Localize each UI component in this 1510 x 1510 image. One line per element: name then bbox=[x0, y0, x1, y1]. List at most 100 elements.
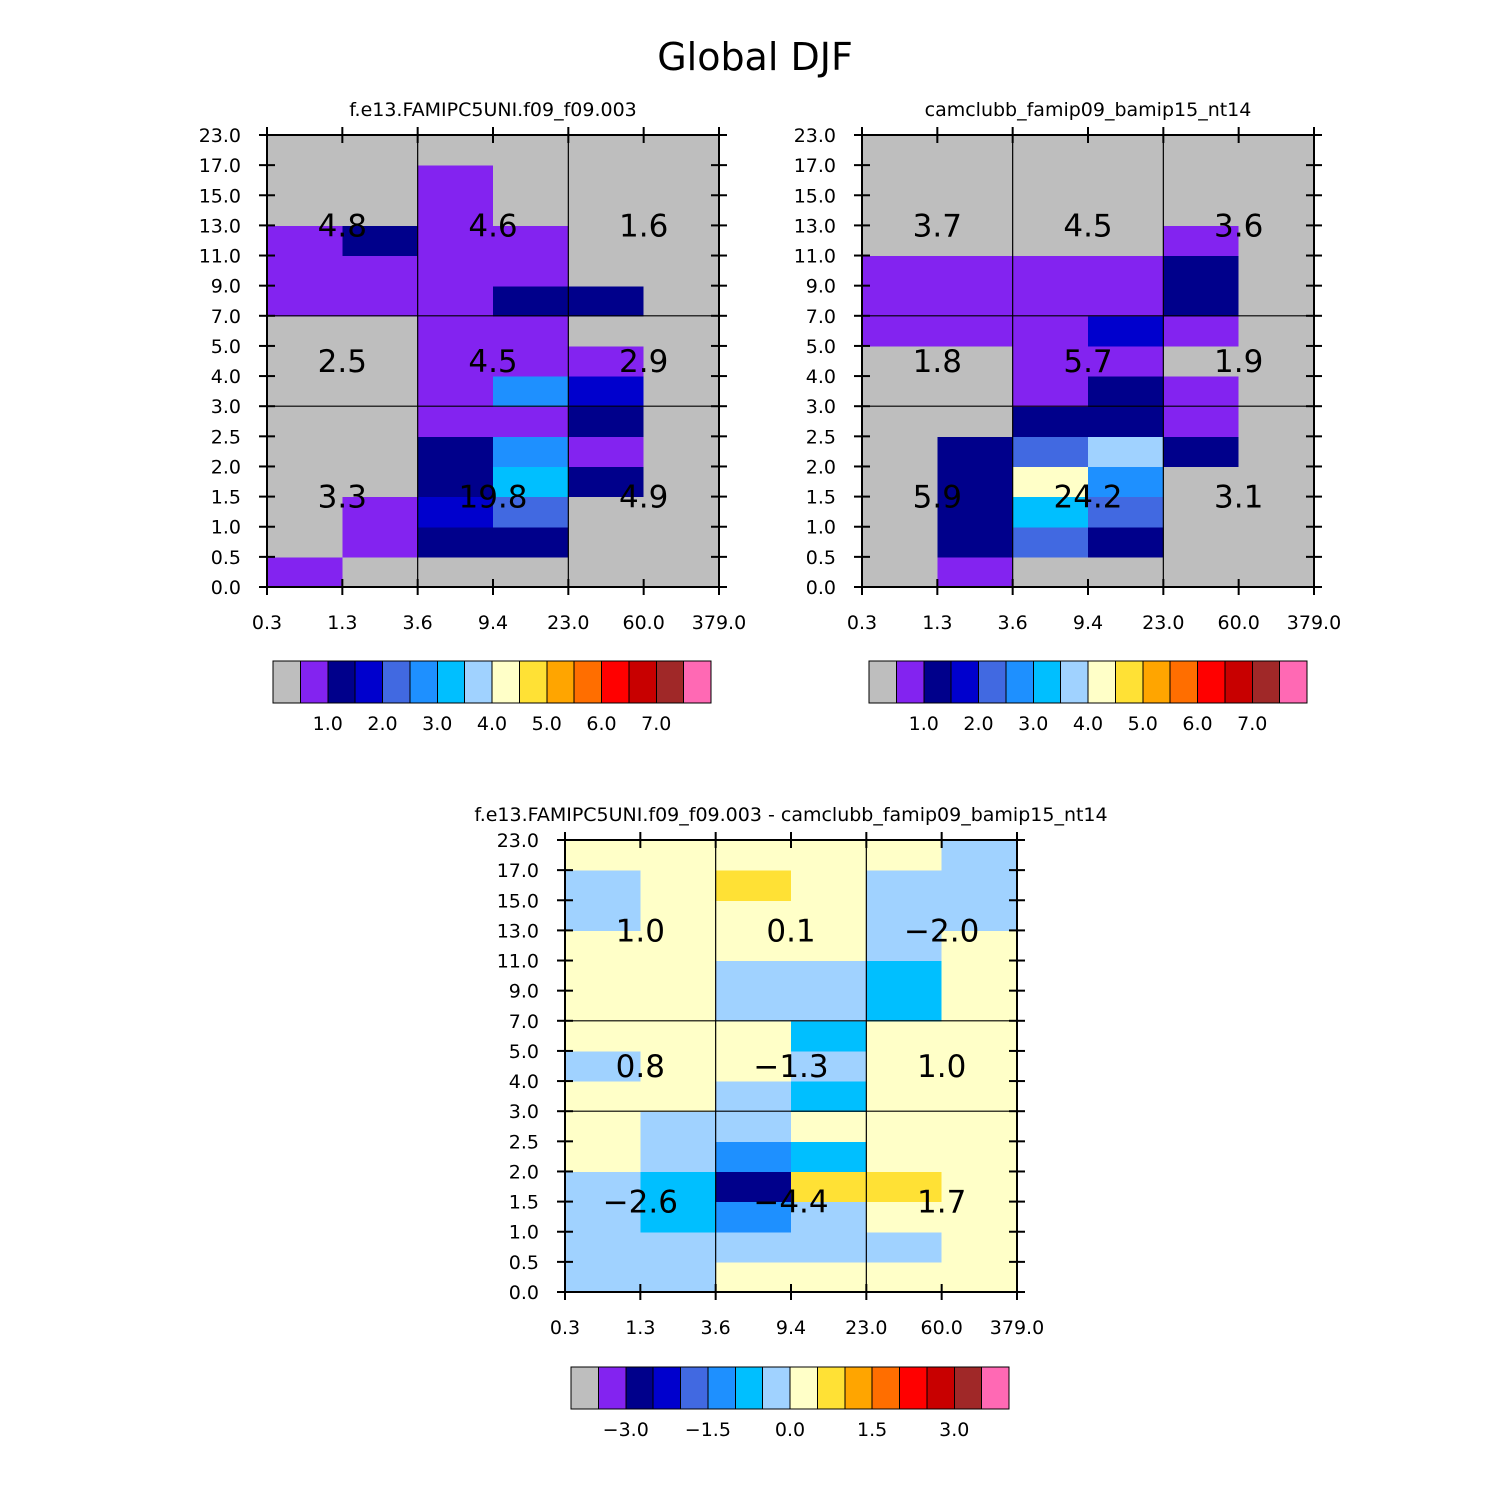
heatmap-cell bbox=[1012, 526, 1089, 558]
heatmap-cell bbox=[862, 225, 938, 257]
y-tick-label: 4.0 bbox=[806, 366, 836, 388]
legend-label: 5.0 bbox=[1128, 713, 1158, 735]
heatmap-cell bbox=[568, 376, 645, 407]
heatmap-cell bbox=[640, 870, 717, 901]
heatmap-cell bbox=[1238, 466, 1315, 498]
heatmap-cell bbox=[568, 315, 645, 347]
heatmap-cell bbox=[267, 496, 343, 528]
legend-label: 0.0 bbox=[775, 1419, 805, 1441]
heatmap-cell bbox=[417, 195, 494, 226]
heatmap-cell bbox=[565, 1020, 641, 1052]
box-value: 1.0 bbox=[616, 913, 665, 949]
heatmap-cell bbox=[342, 376, 419, 407]
y-tick-label: 0.0 bbox=[211, 577, 241, 599]
heatmap-cell bbox=[937, 135, 1014, 166]
heatmap-cell bbox=[937, 165, 1014, 196]
y-tick-label: 1.5 bbox=[806, 487, 836, 509]
legend-label: 1.5 bbox=[857, 1419, 887, 1441]
y-tick-label: 11.0 bbox=[794, 246, 836, 268]
y-tick-label: 5.0 bbox=[509, 1041, 539, 1063]
x-tick-label: 3.6 bbox=[998, 612, 1028, 634]
heatmap-cell bbox=[640, 1171, 717, 1203]
y-tick-label: 2.5 bbox=[806, 426, 836, 448]
box-value: 1.0 bbox=[917, 1049, 966, 1085]
legend-label: −3.0 bbox=[603, 1419, 649, 1441]
box-value: −2.6 bbox=[603, 1185, 678, 1221]
heatmap-cell bbox=[866, 1261, 943, 1293]
y-tick-label: 2.0 bbox=[211, 456, 241, 478]
heatmap-cell bbox=[640, 1081, 717, 1112]
y-tick-label: 13.0 bbox=[199, 215, 241, 237]
heatmap-cell bbox=[640, 1261, 717, 1293]
heatmap-cell bbox=[791, 1020, 867, 1052]
heatmap-cell bbox=[1012, 195, 1089, 226]
heatmap-cell bbox=[715, 1111, 792, 1142]
y-tick-label: 9.0 bbox=[509, 981, 539, 1003]
heatmap-cell bbox=[493, 496, 569, 528]
heatmap-cell bbox=[715, 1261, 792, 1293]
heatmap-cell bbox=[1163, 285, 1240, 317]
y-tick-label: 17.0 bbox=[794, 155, 836, 177]
y-tick-label: 9.0 bbox=[211, 276, 241, 298]
box-value: 3.7 bbox=[913, 208, 962, 244]
box-value: 3.1 bbox=[1214, 480, 1263, 516]
heatmap-cell bbox=[862, 406, 938, 437]
legend-label: 3.0 bbox=[939, 1419, 969, 1441]
legend-swatch bbox=[1251, 660, 1281, 704]
box-value: 5.7 bbox=[1063, 344, 1112, 380]
heatmap-cell bbox=[417, 556, 494, 588]
heatmap-cell bbox=[640, 1201, 717, 1233]
heatmap-cell bbox=[862, 466, 938, 498]
heatmap-cell bbox=[937, 556, 1014, 588]
heatmap-cell bbox=[937, 406, 1014, 437]
heatmap-cell bbox=[417, 406, 494, 437]
box-value: 4.5 bbox=[468, 344, 517, 380]
legend-swatch bbox=[409, 660, 438, 704]
heatmap-cell bbox=[937, 225, 1014, 257]
heatmap-cell bbox=[866, 990, 943, 1022]
heatmap-cell bbox=[866, 1020, 943, 1052]
heatmap-cell bbox=[417, 225, 494, 257]
heatmap-cell bbox=[1238, 135, 1315, 166]
heatmap-cell bbox=[342, 165, 419, 196]
heatmap-cell bbox=[1163, 496, 1240, 528]
heatmap-cell bbox=[866, 900, 943, 931]
heatmap-cell bbox=[342, 315, 419, 347]
legend-swatch bbox=[573, 660, 602, 704]
heatmap-cell bbox=[493, 526, 569, 558]
heatmap-cell bbox=[342, 195, 419, 226]
heatmap-cell bbox=[941, 1141, 1018, 1173]
y-tick-label: 0.0 bbox=[509, 1282, 539, 1304]
heatmap-cell bbox=[267, 466, 343, 498]
heatmap-cell bbox=[791, 1171, 867, 1203]
legend-swatch bbox=[1197, 660, 1226, 704]
heatmap-cell bbox=[941, 900, 1018, 931]
heatmap-cell bbox=[417, 135, 494, 166]
heatmap-cell bbox=[941, 1111, 1018, 1142]
heatmap-cell bbox=[1163, 376, 1240, 407]
heatmap-cell bbox=[862, 496, 938, 528]
heatmap-cell bbox=[941, 1081, 1018, 1112]
legend-label: 3.0 bbox=[422, 713, 452, 735]
heatmap-cell bbox=[941, 990, 1018, 1022]
heatmap-cell bbox=[937, 496, 1014, 528]
panel-test: camclubb_famip09_bamip15_nt14 0.0 0.5 1.0 1.… bbox=[794, 99, 1342, 735]
heatmap-cell bbox=[866, 930, 943, 962]
legend-swatch bbox=[926, 1366, 955, 1410]
heatmap-cell bbox=[791, 990, 867, 1022]
heatmap-cell bbox=[568, 526, 645, 558]
heatmap-cell bbox=[267, 556, 343, 588]
heatmap-cell bbox=[267, 526, 343, 558]
y-tick-label: 4.0 bbox=[509, 1071, 539, 1093]
heatmap-cell bbox=[342, 556, 419, 588]
heatmap-cell bbox=[342, 526, 419, 558]
heatmap-cell bbox=[565, 1231, 641, 1263]
heatmap-cell bbox=[1163, 436, 1240, 468]
heatmap-cell bbox=[417, 496, 494, 528]
heatmap-cell bbox=[342, 406, 419, 437]
heatmap-cell bbox=[715, 840, 792, 871]
heatmap-cell bbox=[1238, 345, 1315, 377]
heatmap-cell bbox=[1238, 496, 1315, 528]
heatmap-cell bbox=[937, 376, 1014, 407]
